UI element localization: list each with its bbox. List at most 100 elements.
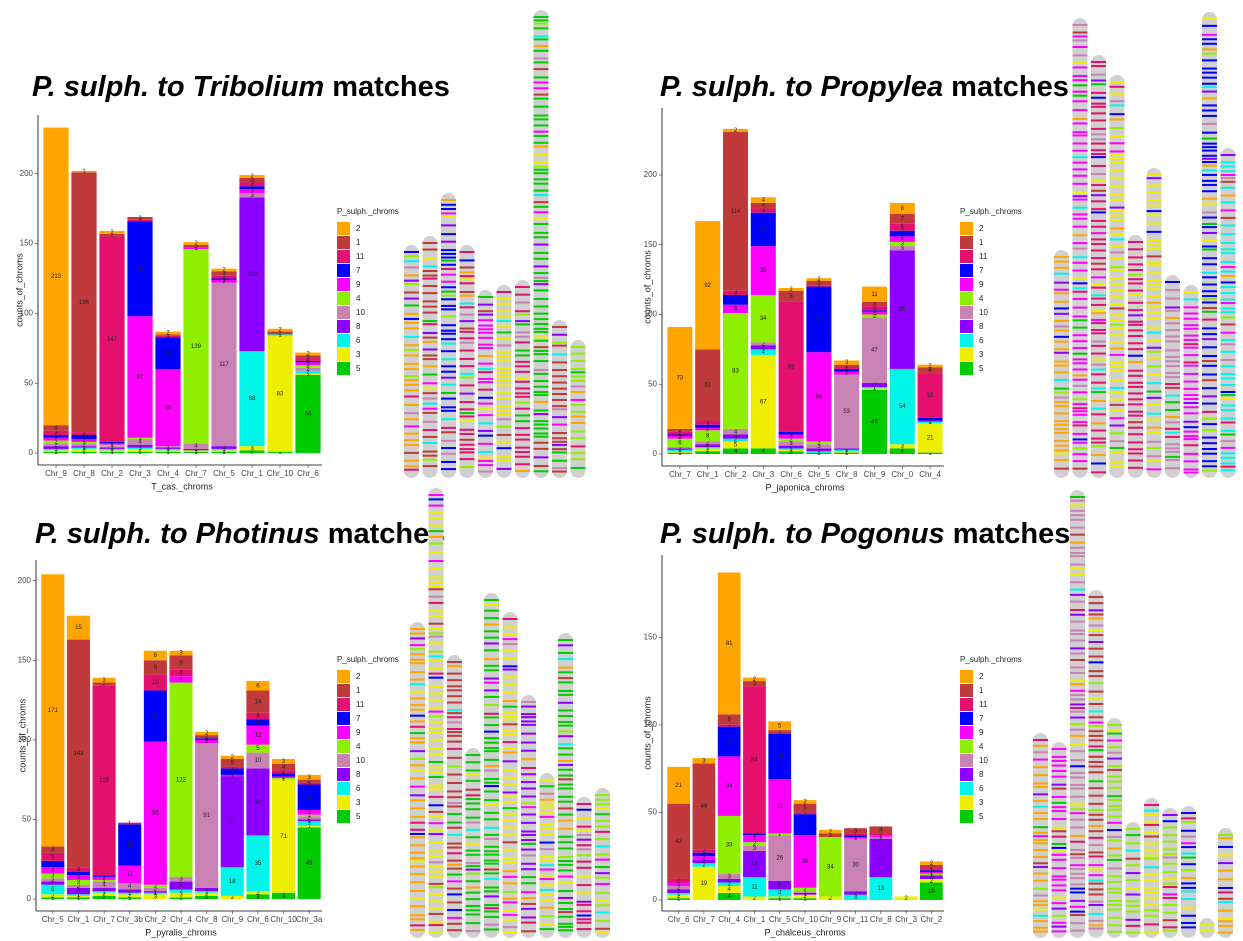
ideogram-band: [404, 465, 419, 467]
ideogram-band: [552, 437, 567, 439]
ideogram-band: [1073, 307, 1088, 309]
ideogram-band: [423, 292, 438, 294]
ideogram-band: [1089, 648, 1104, 650]
segment-label: 46: [871, 419, 878, 425]
ideogram-band: [1107, 900, 1122, 902]
ideogram-band: [429, 861, 444, 863]
ideogram-band: [1070, 711, 1085, 713]
ideogram-band: [1091, 156, 1106, 158]
ideogram-band: [1202, 155, 1217, 157]
ideogram-band: [1110, 210, 1125, 212]
ideogram-band: [503, 857, 518, 859]
segment-label: 119: [99, 778, 109, 784]
legend-label: 4: [356, 294, 361, 303]
ideogram-band: [497, 405, 512, 407]
ideogram-band: [1073, 242, 1088, 244]
ideogram-band: [478, 460, 493, 462]
ideogram-band: [515, 377, 530, 379]
ideogram-band: [1033, 812, 1048, 814]
y-tick-label: 200: [18, 576, 32, 585]
ideogram-band: [515, 463, 530, 465]
ideogram-band: [497, 320, 512, 322]
ideogram-band: [447, 923, 462, 925]
ideogram-band: [1033, 839, 1048, 841]
legend-key: [337, 670, 350, 683]
ideogram-band: [441, 365, 456, 367]
ideogram-band: [1033, 751, 1048, 753]
legend-label: 9: [356, 280, 361, 289]
ideogram-band: [515, 350, 530, 352]
ideogram-band: [534, 413, 549, 415]
ideogram-band: [1221, 252, 1236, 254]
ideogram-band: [484, 860, 499, 862]
ideogram-band: [497, 297, 512, 299]
ideogram-band: [1221, 384, 1236, 386]
ideogram-band: [1126, 864, 1141, 866]
ideogram-band: [595, 928, 610, 930]
ideogram-band: [1070, 567, 1085, 569]
ideogram-band: [1128, 321, 1143, 323]
ideogram-band: [1089, 924, 1104, 926]
ideogram-band: [1202, 298, 1217, 300]
ideogram-band: [460, 365, 475, 367]
ideogram-band: [1147, 468, 1162, 470]
segment-label: 122: [176, 777, 187, 783]
ideogram-band: [410, 750, 425, 752]
ideogram-band: [1089, 716, 1104, 718]
ideogram-band: [1128, 263, 1143, 265]
ideogram-band: [441, 199, 456, 201]
ideogram-band: [577, 892, 592, 894]
ideogram-band: [1091, 143, 1106, 145]
ideogram-band: [447, 741, 462, 743]
ideogram-band: [558, 725, 573, 727]
ideogram-band: [404, 444, 419, 446]
ideogram-band: [540, 803, 555, 805]
ideogram-band: [1073, 150, 1088, 152]
ideogram-band: [466, 780, 481, 782]
legend-label: 10: [356, 756, 365, 765]
ideogram-band: [503, 691, 518, 693]
ideogram-band: [1070, 514, 1085, 516]
ideogram-band: [1147, 318, 1162, 320]
ideogram-band: [1070, 900, 1085, 902]
ideogram-band: [1052, 760, 1067, 762]
ideogram-band: [478, 371, 493, 373]
ideogram-band: [1110, 207, 1125, 209]
ideogram-band: [1110, 283, 1125, 285]
ideogram-band: [1221, 174, 1236, 176]
ideogram-band: [404, 318, 419, 320]
ideogram-band: [429, 530, 444, 532]
ideogram-band: [1052, 843, 1067, 845]
ideogram-band: [429, 505, 444, 507]
ideogram-band: [571, 416, 586, 418]
ideogram-band: [552, 451, 567, 453]
ideogram-band: [484, 637, 499, 639]
ideogram-band: [1107, 729, 1122, 731]
ideogram-band: [410, 807, 425, 809]
ideogram-band: [1202, 217, 1217, 219]
ideogram-body: [521, 695, 536, 938]
segment-label: 91: [203, 813, 210, 819]
ideogram-band: [1202, 34, 1217, 36]
ideogram-band: [534, 394, 549, 396]
ideogram-band: [503, 712, 518, 714]
ideogram-band: [540, 859, 555, 861]
ideogram-band: [1110, 93, 1125, 95]
ideogram-band: [540, 915, 555, 917]
ideogram-band: [515, 361, 530, 363]
ideogram-band: [1073, 131, 1088, 133]
ideogram-band: [1073, 66, 1088, 68]
ideogram-band: [577, 839, 592, 841]
ideogram-band: [404, 255, 419, 257]
ideogram-band: [540, 875, 555, 877]
segment-label: 31: [776, 804, 783, 810]
ideogram-band: [410, 764, 425, 766]
ideogram-band: [466, 761, 481, 763]
ideogram-band: [1089, 893, 1104, 895]
ideogram-band: [540, 807, 555, 809]
ideogram-band: [1073, 156, 1088, 158]
ideogram-band: [1070, 504, 1085, 506]
ideogram-band: [478, 363, 493, 365]
ideogram-band: [404, 298, 419, 300]
ideogram-band: [1091, 133, 1106, 135]
